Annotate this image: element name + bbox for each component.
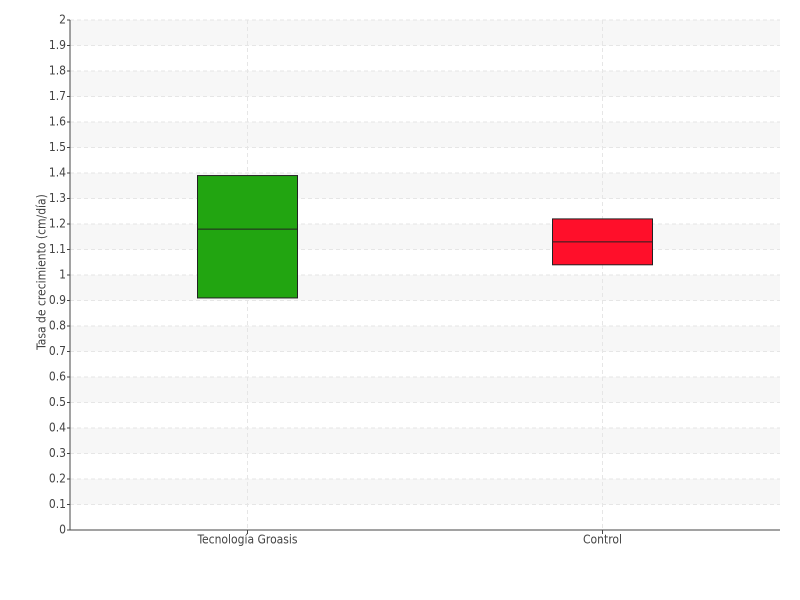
y-tick-label: 0.6 <box>49 370 66 384</box>
y-tick-label: 1.6 <box>49 115 66 129</box>
stripe <box>70 224 780 250</box>
y-tick-label: 0.3 <box>49 446 66 460</box>
stripe <box>70 479 780 505</box>
y-tick-label: 0.4 <box>49 421 66 435</box>
stripe <box>70 428 780 454</box>
y-tick-label: 1.3 <box>49 191 66 205</box>
x-tick-label: Tecnología Groasis <box>196 533 297 547</box>
y-tick-label: 0.9 <box>49 293 66 307</box>
y-tick-label: 0 <box>59 523 66 537</box>
stripe <box>70 71 780 97</box>
y-tick-label: 0.1 <box>49 497 66 511</box>
y-tick-label: 1.8 <box>49 64 66 78</box>
y-tick-label: 0.8 <box>49 319 66 333</box>
y-tick-label: 0.5 <box>49 395 66 409</box>
stripe <box>70 275 780 301</box>
y-axis-title: Tasa de crecimiento (cm/día) <box>35 194 49 351</box>
x-tick-label: Control <box>583 533 622 547</box>
stripe <box>70 20 780 46</box>
stripe <box>70 326 780 352</box>
box-body <box>197 175 298 299</box>
y-tick-label: 1.2 <box>49 217 66 231</box>
stripe <box>70 173 780 199</box>
y-tick-label: 1.5 <box>49 140 66 154</box>
y-tick-label: 0.2 <box>49 472 66 486</box>
stripe <box>70 377 780 403</box>
box <box>197 175 298 299</box>
stripe <box>70 122 780 148</box>
box <box>552 218 653 266</box>
y-tick-label: 1.7 <box>49 89 66 103</box>
y-tick-label: 1.9 <box>49 38 66 52</box>
y-tick-label: 2 <box>59 13 66 27</box>
y-tick-label: 1.1 <box>49 242 66 256</box>
y-tick-label: 1.4 <box>49 166 66 180</box>
y-tick-label: 1 <box>59 268 66 282</box>
y-tick-label: 0.7 <box>49 344 66 358</box>
